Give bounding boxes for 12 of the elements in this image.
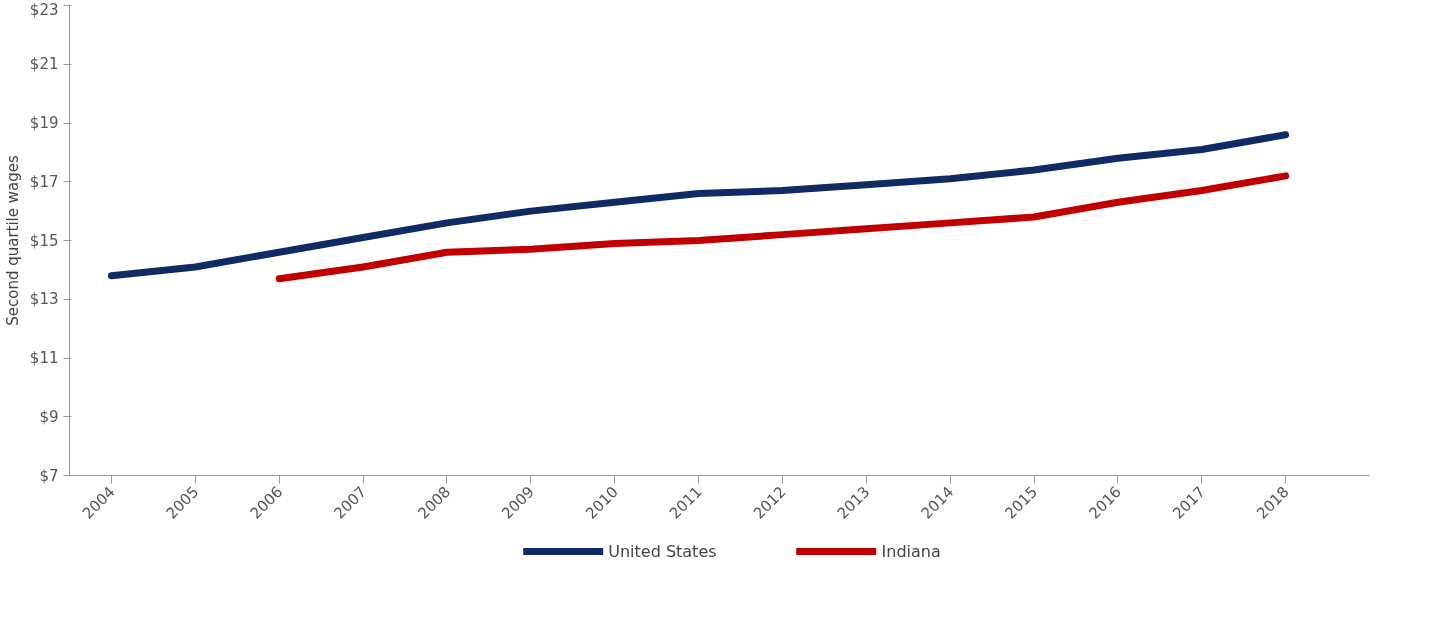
y-tick-label: $23 (29, 0, 59, 19)
y-axis-title: Second quartile wages (3, 155, 22, 326)
y-tick-label: $11 (29, 349, 59, 367)
y-tick-label: $21 (29, 55, 59, 74)
legend-label: Indiana (881, 541, 941, 561)
y-tick-label: $19 (29, 114, 59, 132)
legend-label: United States (608, 541, 717, 561)
y-tick-label: $9 (39, 407, 59, 426)
y-tick-label: $17 (29, 172, 59, 191)
y-tick-label: $13 (29, 290, 59, 309)
y-tick-label: $7 (39, 466, 59, 485)
y-tick-label: $15 (29, 231, 59, 250)
